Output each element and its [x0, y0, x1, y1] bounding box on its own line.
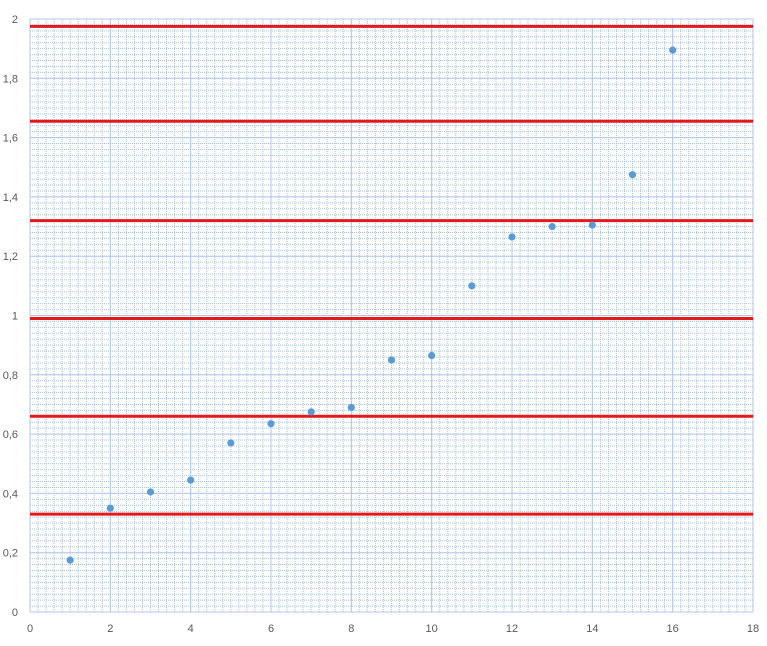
x-axis-tick-labels: 0 2 4 6 8 10 12 14 16 18	[27, 623, 759, 635]
x-tick-label: 18	[747, 623, 759, 635]
x-tick-label: 16	[667, 623, 679, 635]
y-tick-label: 1,6	[3, 133, 18, 145]
data-point	[267, 420, 275, 428]
y-tick-label: 1	[12, 311, 18, 323]
x-tick-label: 8	[348, 623, 354, 635]
x-tick-label: 6	[268, 623, 274, 635]
data-point	[227, 439, 235, 447]
x-tick-label: 12	[506, 623, 518, 635]
y-tick-label: 1,2	[3, 251, 18, 263]
y-tick-label: 0,2	[3, 548, 18, 560]
data-point	[387, 356, 396, 364]
x-tick-label: 14	[586, 623, 598, 635]
y-tick-label: 0	[12, 607, 18, 619]
y-tick-label: 0,4	[3, 488, 18, 500]
data-point	[428, 351, 436, 360]
data-point	[628, 171, 637, 179]
y-tick-label: 2	[12, 14, 18, 26]
reference-lines	[30, 24, 753, 516]
y-tick-label: 1,4	[3, 192, 18, 204]
y-tick-label: 1,8	[3, 73, 18, 85]
data-points	[66, 46, 677, 564]
y-axis-tick-labels: 0 0,2 0,4 0,6 0,8 1 1,2 1,4 1,6 1,8 2	[3, 14, 18, 619]
x-tick-label: 10	[426, 623, 438, 635]
data-point	[66, 556, 74, 564]
y-tick-label: 0,8	[3, 370, 18, 382]
data-point	[468, 282, 476, 290]
data-point	[548, 222, 556, 231]
data-point	[106, 504, 114, 512]
data-point	[146, 488, 155, 496]
data-point	[347, 403, 355, 412]
data-point	[588, 221, 596, 229]
plot-area	[29, 18, 754, 613]
data-point	[187, 476, 195, 484]
data-point	[307, 408, 315, 416]
x-tick-label: 0	[27, 623, 33, 635]
y-tick-label: 0,6	[3, 429, 18, 441]
x-tick-label: 4	[188, 623, 194, 635]
data-point	[669, 46, 677, 54]
x-tick-label: 2	[107, 623, 113, 635]
data-point	[508, 233, 516, 241]
